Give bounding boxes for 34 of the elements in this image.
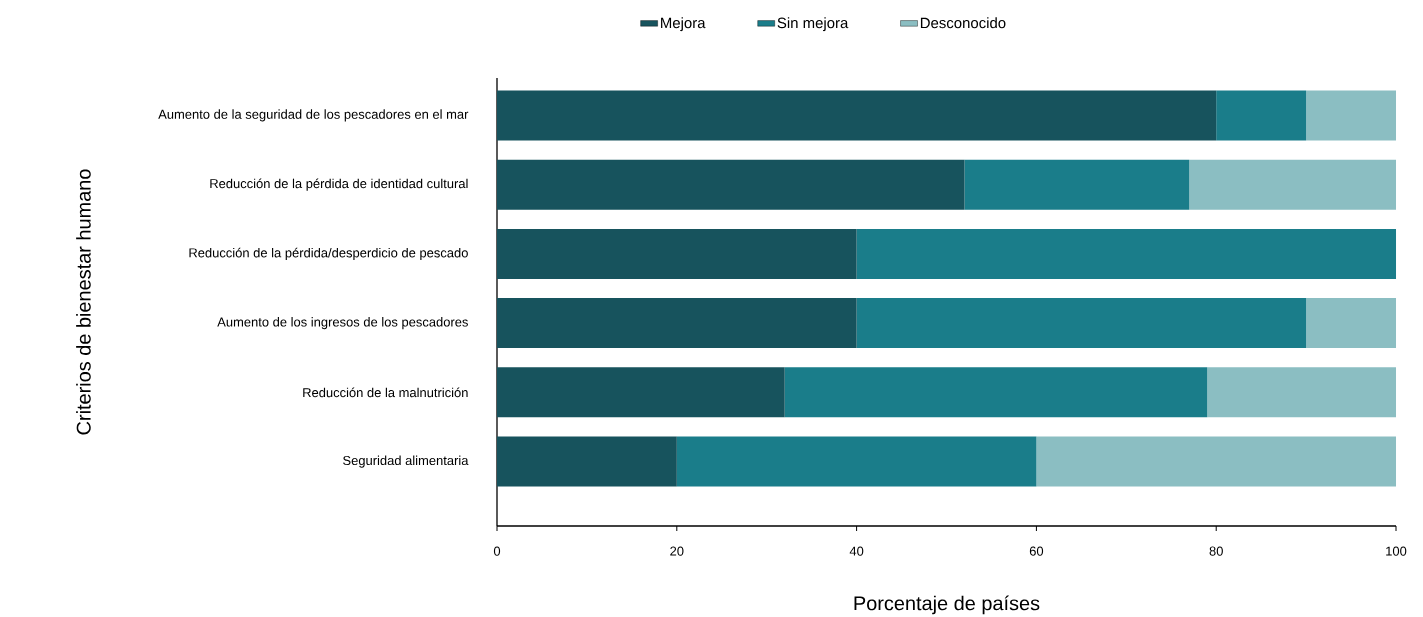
bar <box>1306 298 1397 349</box>
bar <box>497 228 857 279</box>
x-tick-label: 80 <box>1209 546 1223 556</box>
bar <box>1036 436 1397 487</box>
x-axis-title: Porcentaje de países <box>854 595 1040 615</box>
y-axis-title: Criterios de bienestar humano <box>76 169 91 435</box>
bar <box>497 367 785 418</box>
bar <box>1306 90 1397 141</box>
y-tick-label: Aumento de la seguridad de los pescadores en el mar <box>158 109 469 122</box>
x-tick-label: 20 <box>670 546 684 556</box>
x-tick-label: 0 <box>493 546 501 556</box>
bar <box>964 159 1190 210</box>
legend-label: Desconocido <box>920 17 1006 29</box>
bar <box>676 436 1037 487</box>
bar <box>856 228 1397 279</box>
bar <box>1189 159 1397 210</box>
y-tick-label: Seguridad alimentaria <box>343 455 469 468</box>
bar <box>1207 367 1397 418</box>
legend-label: Mejora <box>661 17 706 32</box>
x-tick-label: 40 <box>849 546 864 556</box>
y-tick-label: Reducción de la pérdida de identidad cultural <box>210 178 468 191</box>
bar <box>497 298 857 349</box>
y-tick-label: Reducción de la pérdida/desperdicio de pescado <box>189 247 468 260</box>
x-tick-label: 60 <box>1029 546 1044 556</box>
bar <box>497 436 677 487</box>
bar <box>497 159 965 210</box>
bar <box>784 367 1208 418</box>
x-tick-label: 100 <box>1386 546 1407 556</box>
bar <box>856 298 1307 349</box>
legend-label: Sin mejora <box>777 17 849 32</box>
y-tick-label: Reducción de la malnutrición <box>303 387 468 398</box>
bar <box>1216 90 1307 141</box>
y-tick-label: Aumento de los ingresos de los pescadores <box>217 317 468 330</box>
bar <box>497 90 1217 141</box>
